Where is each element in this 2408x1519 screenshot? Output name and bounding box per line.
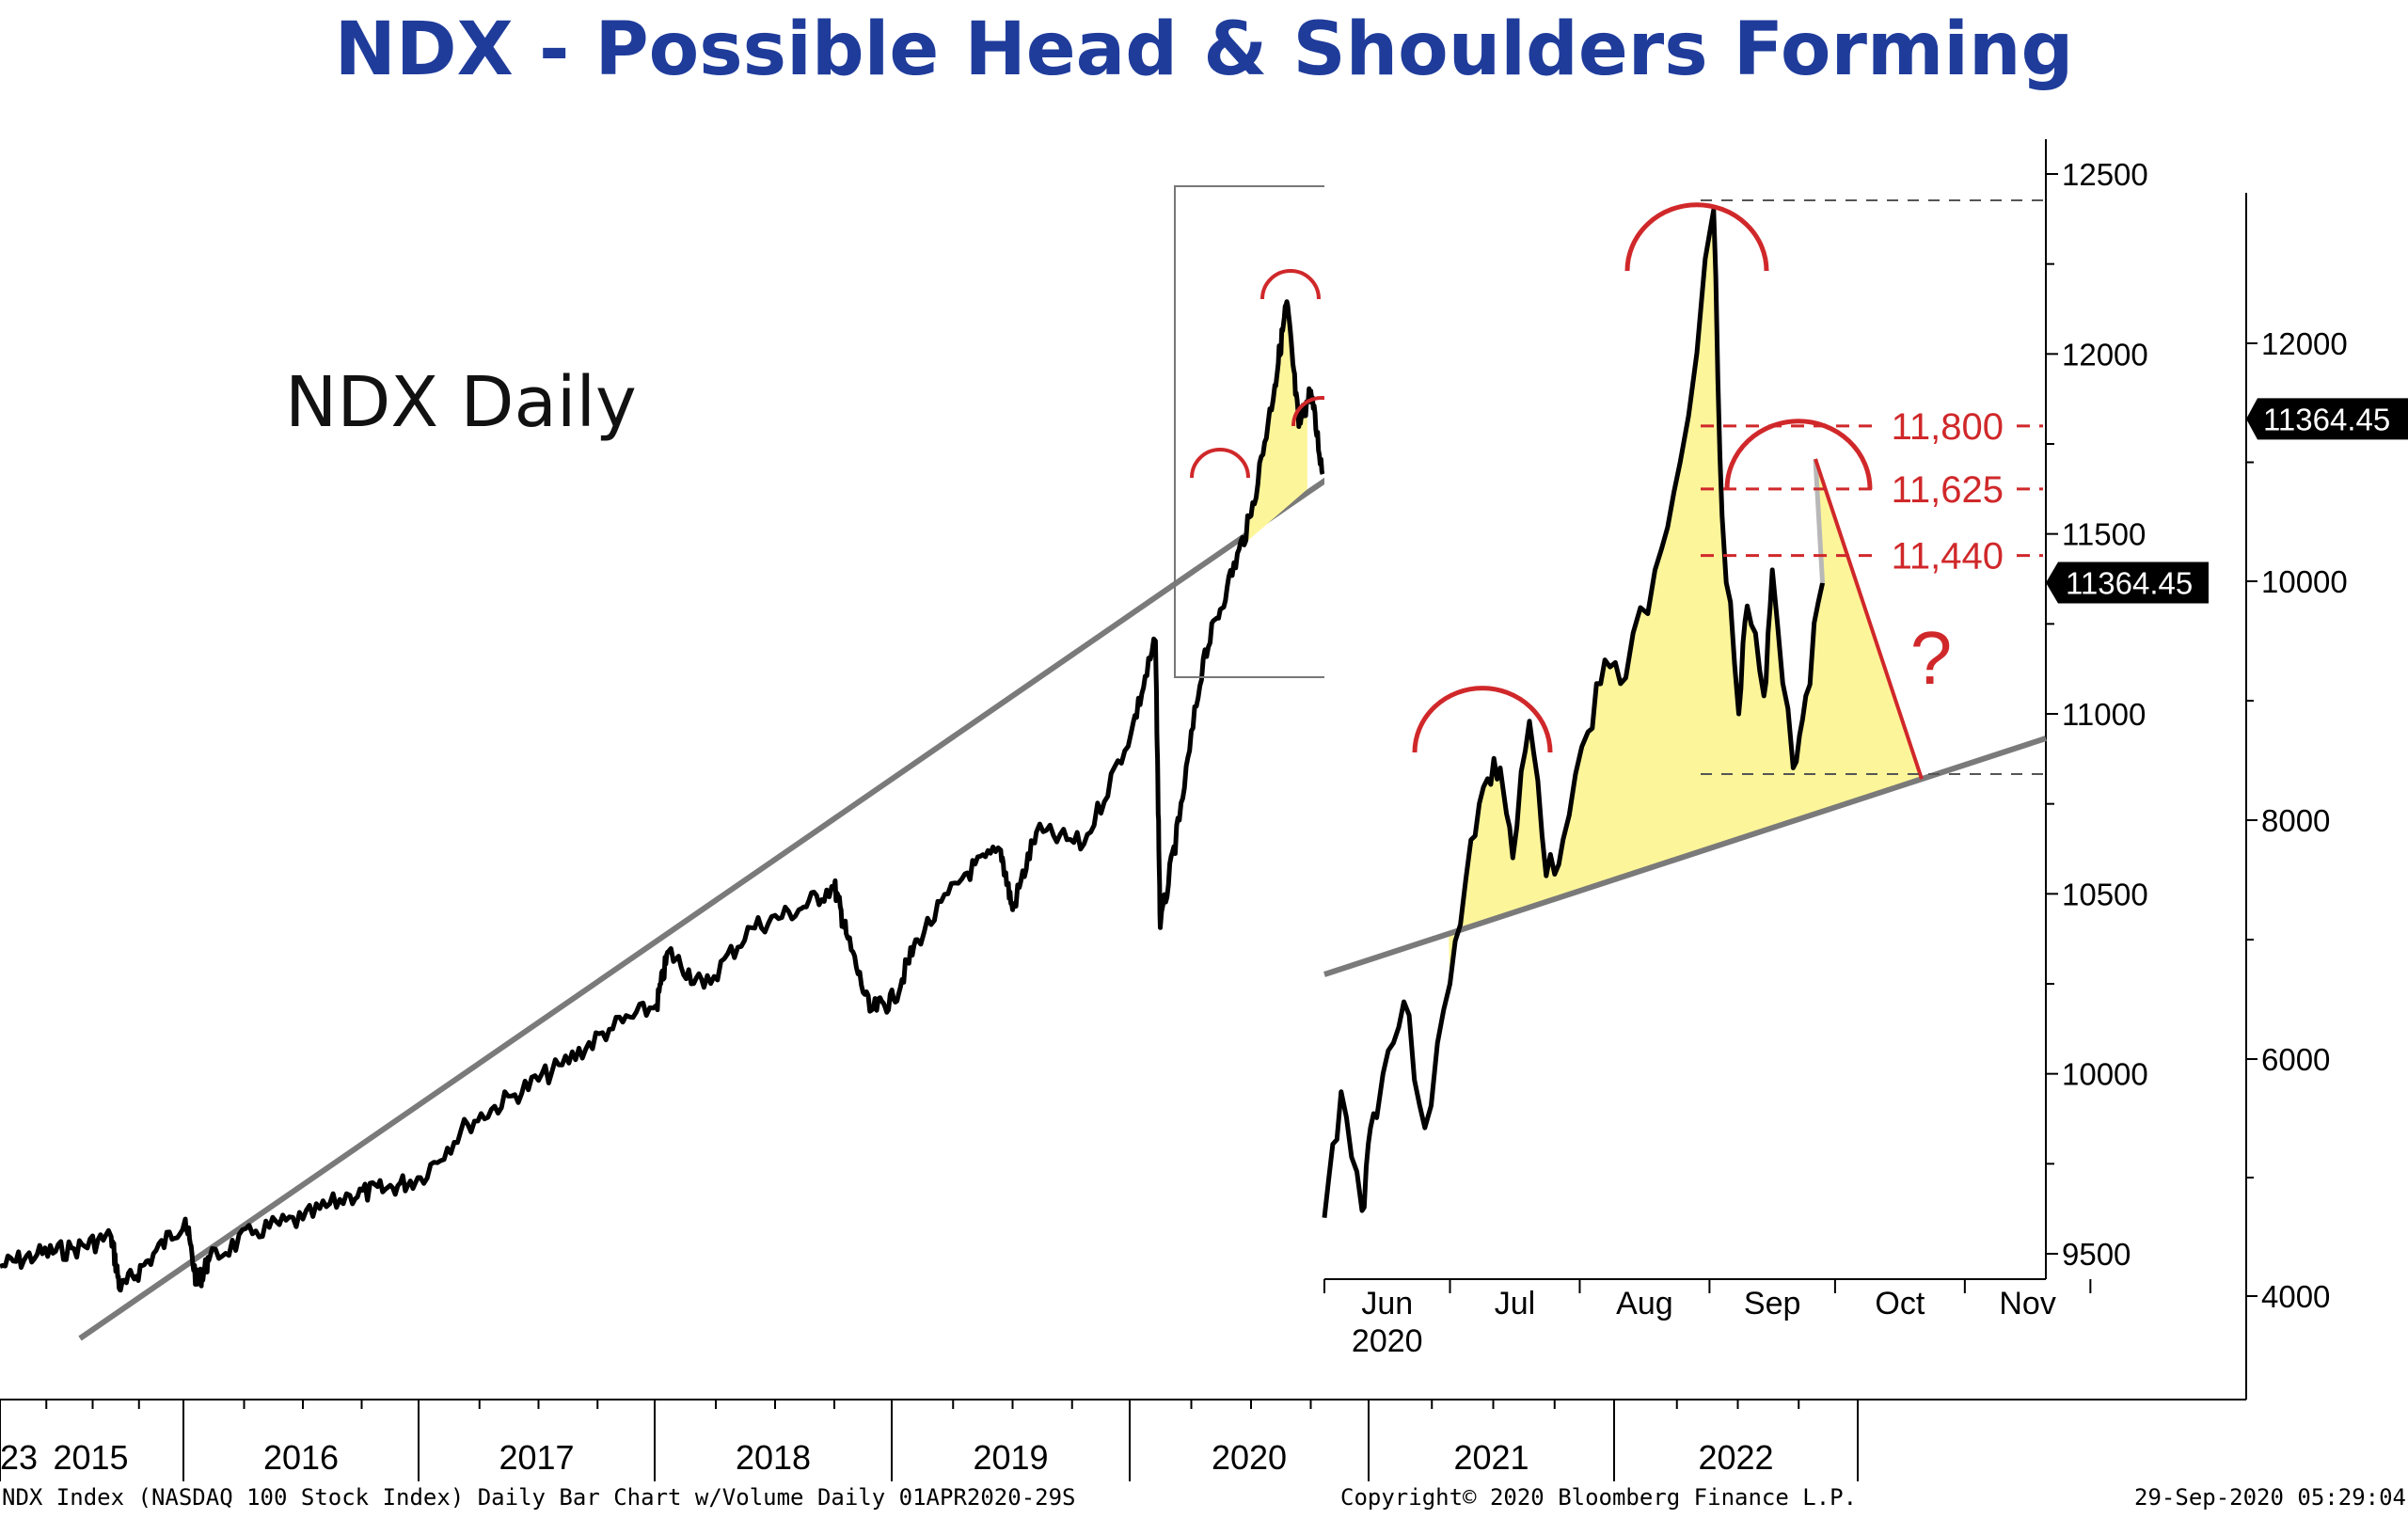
last-value-label: 11364.45	[2263, 402, 2390, 436]
price-line	[0, 299, 1325, 1293]
footer-right: 29-Sep-2020 05:29:04	[2134, 1484, 2406, 1511]
chart-title: NDX - Possible Head & Shoulders Forming	[334, 8, 2074, 92]
x-tick-label: 2019	[973, 1438, 1048, 1477]
shoulder-arc	[1624, 202, 1769, 272]
inset-y-tick-label: 12000	[2062, 337, 2148, 372]
x-tick-label: 2021	[1453, 1438, 1529, 1477]
inset-last-value-badge	[2046, 562, 2209, 604]
level-label: 11,440	[1892, 536, 2004, 578]
chart-label: NDX Daily	[285, 362, 637, 443]
question-annotation: ?	[1910, 616, 1953, 700]
shoulder-arc	[1724, 419, 1873, 490]
level-label-bg	[1872, 401, 2013, 447]
inset-price-line	[1322, 207, 1826, 1218]
footer-center: Copyright© 2020 Bloomberg Finance L.P.	[1340, 1484, 1857, 1511]
inset-x-tick-year: 2020	[1352, 1323, 1423, 1359]
inset-y-tick-label: 12500	[2062, 157, 2148, 192]
level-label-bg	[1872, 464, 2013, 510]
level-label: 11,625	[1892, 469, 2004, 511]
hs-fill-inset	[1449, 210, 1922, 985]
shoulder-arc-small	[1260, 269, 1321, 300]
main-chart: 2015 2016 2017 2018 2019 2020 2021 2022 2023 4000…	[0, 185, 2408, 1481]
inset-trend-line	[1323, 736, 2047, 977]
inset-y-tick-label: 11500	[2062, 517, 2146, 552]
inset-y-tick-label: 10000	[2062, 1057, 2148, 1092]
footer: NDX Index (NASDAQ 100 Stock Index) Daily…	[2, 1484, 2406, 1511]
y-tick-label: 10000	[2261, 564, 2348, 599]
x-tick-label: 2016	[263, 1438, 339, 1477]
inset-x-tick-label: Sep	[1744, 1286, 1801, 1321]
inset-x-tick-label: Nov	[1999, 1286, 2055, 1321]
level-label: 11,800	[1892, 406, 2004, 448]
footer-left: NDX Index (NASDAQ 100 Stock Index) Daily…	[2, 1484, 1076, 1511]
projection-up	[1813, 458, 1826, 583]
inset-x-tick-label: Jul	[1495, 1286, 1535, 1321]
projection-down	[1814, 458, 1924, 780]
y-tick-label: 4000	[2261, 1279, 2330, 1314]
x-tick-label: 2020	[1212, 1438, 1287, 1477]
x-tick-label: 2017	[499, 1438, 574, 1477]
inset-x-tick-label: Aug	[1616, 1286, 1673, 1321]
inset-y-tick-label: 10500	[2062, 877, 2148, 911]
inset-chart: 9500 10000 10500 11000 11500 12000 12500 Jun202…	[1322, 132, 2209, 1359]
x-tick-label: 2018	[736, 1438, 811, 1477]
x-tick-label: 2022	[1698, 1438, 1773, 1477]
shoulder-arc	[1412, 686, 1553, 753]
level-label-bg	[1872, 530, 2013, 577]
y-tick-label: 12000	[2261, 326, 2348, 361]
inset-y-tick-label: 9500	[2062, 1237, 2131, 1272]
last-value-badge	[2246, 398, 2408, 440]
y-tick-label: 8000	[2261, 803, 2330, 838]
inset-x-tick-label: Jun	[1361, 1286, 1413, 1321]
shoulder-arc-small	[1190, 448, 1250, 479]
inset-x-tick-label: Oct	[1875, 1286, 1925, 1321]
trend-line	[78, 389, 1455, 1341]
x-tick-label: 2023	[0, 1438, 38, 1477]
y-tick-label: 6000	[2261, 1042, 2330, 1077]
inset-y-tick-label: 11000	[2062, 697, 2146, 732]
inset-last-value-label: 11364.45	[2066, 566, 2193, 601]
x-tick-label: 2015	[53, 1438, 128, 1477]
